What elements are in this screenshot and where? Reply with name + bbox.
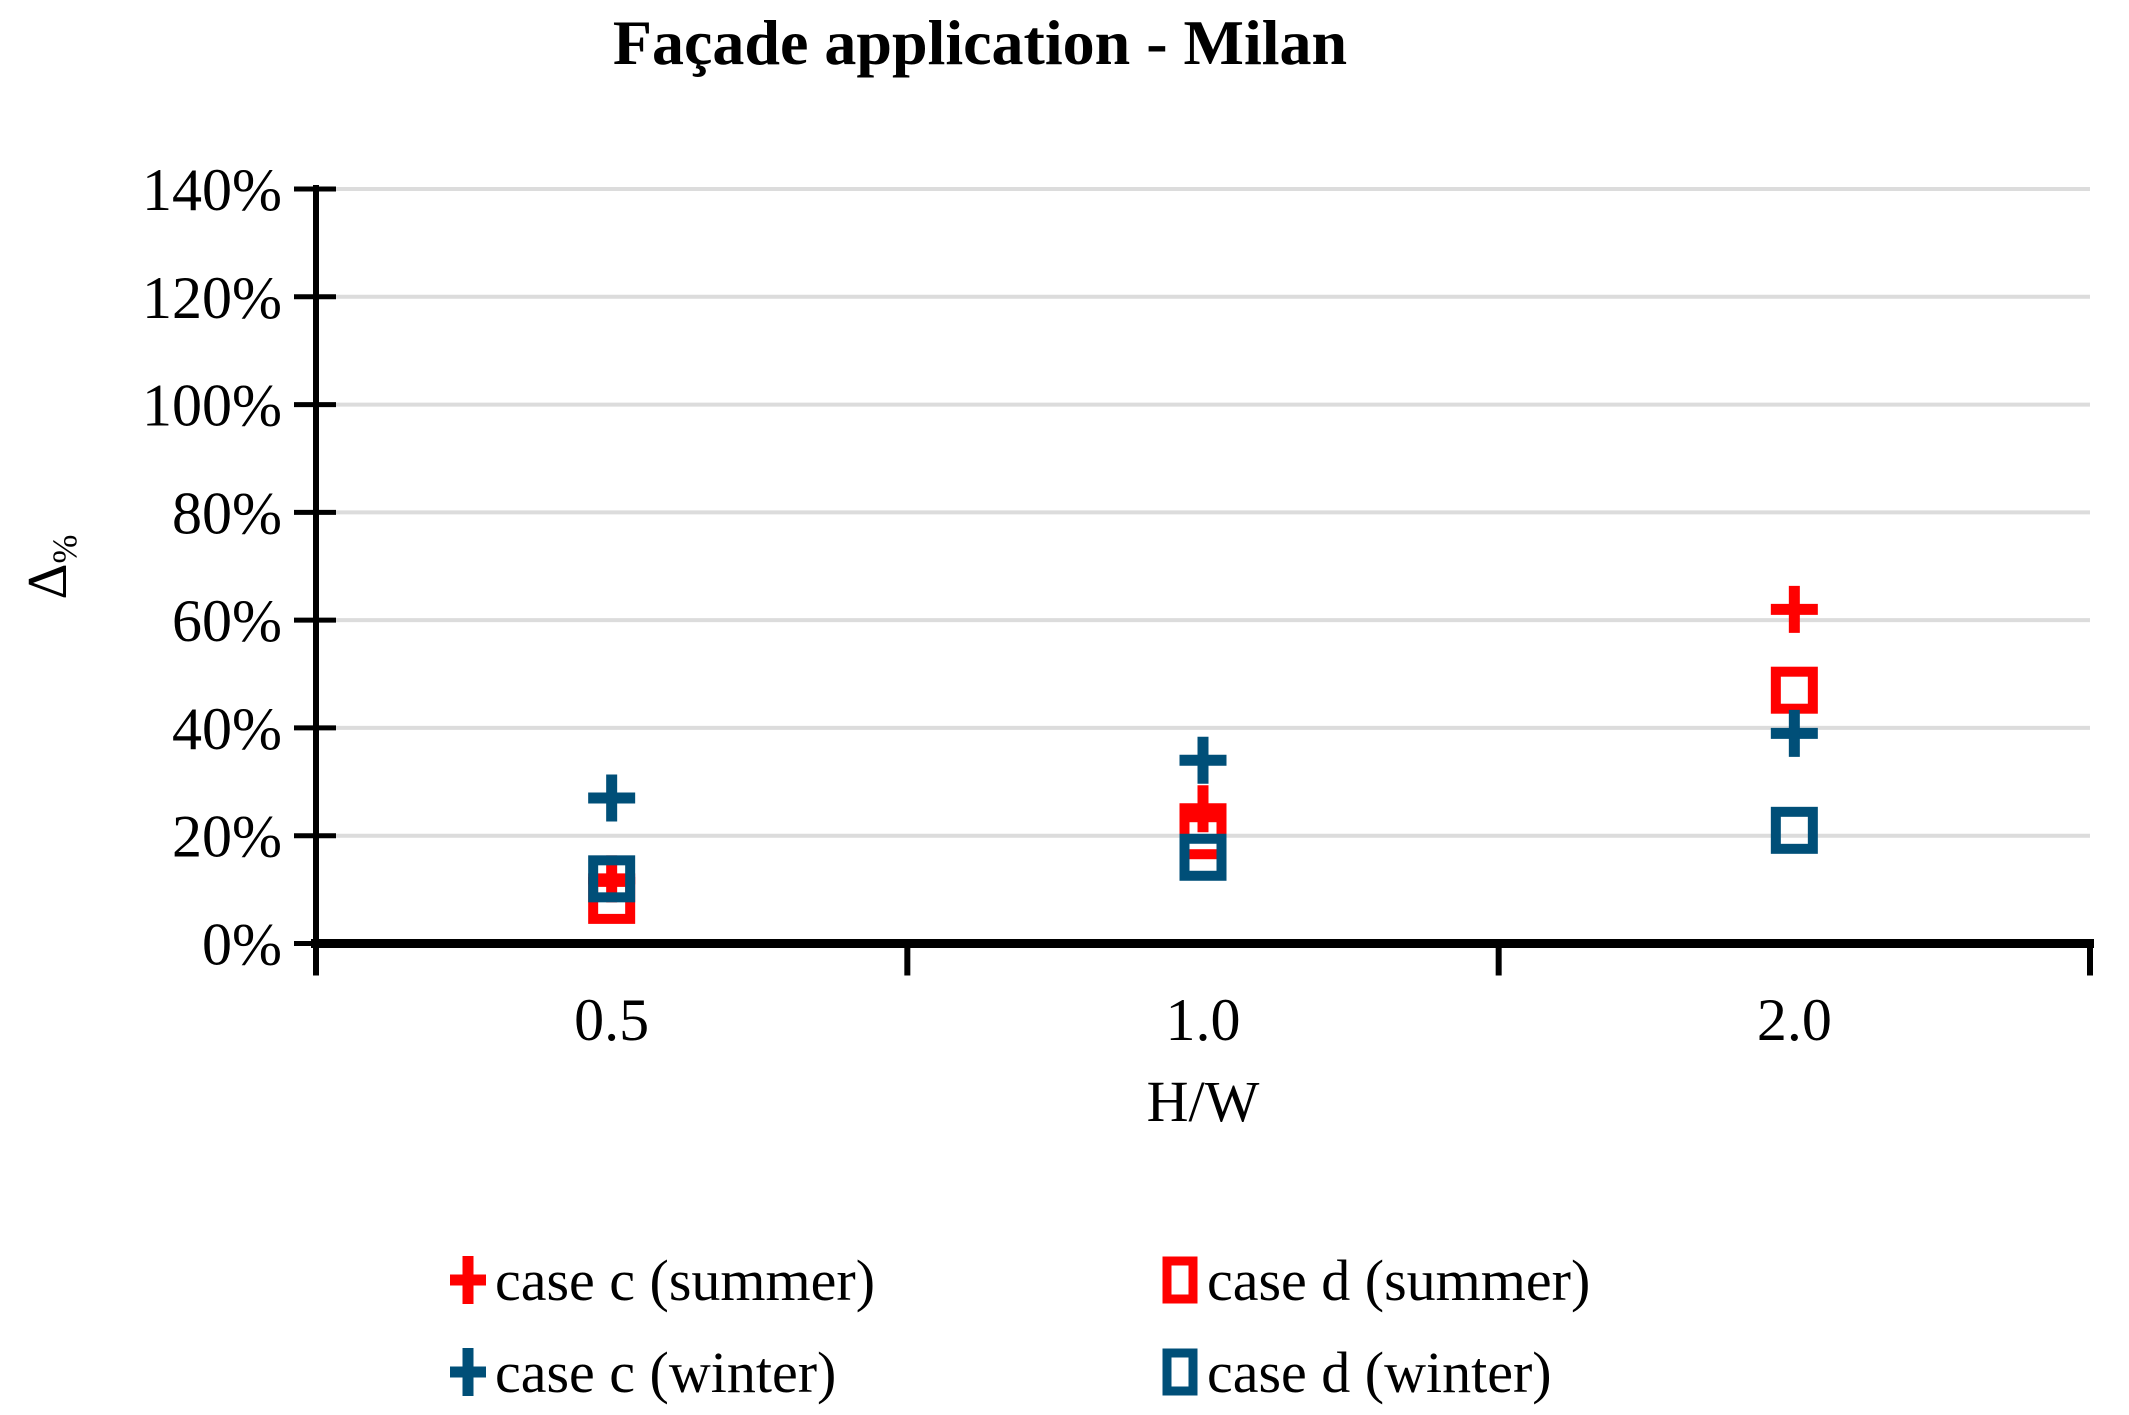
- y-tick-label: 100%: [142, 373, 282, 439]
- legend-plus-icon: [450, 1348, 486, 1396]
- marker-square: [1179, 833, 1227, 881]
- legend-item: case d (summer): [1160, 1242, 1590, 1318]
- legend-label: case d (summer): [1207, 1247, 1591, 1313]
- y-tick-label: 20%: [172, 804, 282, 870]
- legend-plus-icon: [450, 1256, 486, 1304]
- y-tick-label: 80%: [172, 480, 282, 546]
- marker-square: [1770, 666, 1818, 714]
- y-tick-label: 140%: [142, 157, 282, 223]
- marker-square: [1770, 806, 1818, 854]
- marker-square: [588, 855, 636, 903]
- y-tick-label: 60%: [172, 588, 282, 654]
- chart-title: Façade application - Milan: [612, 7, 1348, 78]
- legend-label: case c (summer): [495, 1247, 876, 1313]
- legend-item: case c (winter): [448, 1334, 836, 1410]
- x-axis-label: H/W: [1146, 1069, 1260, 1134]
- legend-item: case c (summer): [448, 1242, 875, 1318]
- y-tick-label: 120%: [142, 265, 282, 331]
- legend-square-icon: [1162, 1256, 1198, 1304]
- legend-square-icon: [1162, 1348, 1198, 1396]
- x-tick-label: 2.0: [1757, 987, 1832, 1053]
- y-tick-label: 0%: [202, 912, 282, 978]
- legend-item: case d (winter): [1160, 1334, 1552, 1410]
- x-tick-label: 1.0: [1166, 987, 1241, 1053]
- legend-label: case c (winter): [495, 1339, 837, 1405]
- y-tick-label: 40%: [172, 696, 282, 762]
- x-tick-label: 0.5: [574, 987, 649, 1053]
- legend-label: case d (winter): [1207, 1339, 1552, 1405]
